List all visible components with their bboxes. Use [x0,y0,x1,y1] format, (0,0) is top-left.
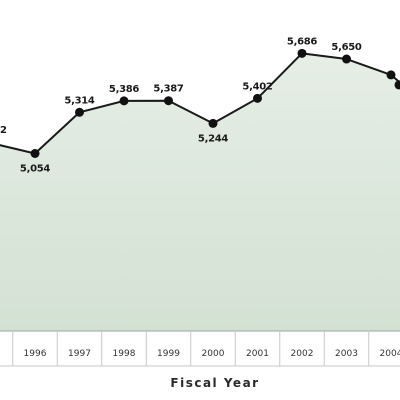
area-fill [0,53,400,331]
data-label: 2 [0,125,7,136]
data-label: 5,402 [242,81,272,92]
data-label: 5,244 [198,133,228,144]
data-point-marker [208,118,218,128]
data-label: 5,386 [109,84,139,95]
x-tick-label: 1999 [157,349,180,359]
data-point-marker [30,149,40,158]
data-point-marker [119,96,129,106]
data-label: 5,686 [287,36,317,47]
data-label: 5,650 [331,42,361,53]
data-labels: 2 5,054 5,314 5,386 5,387 5,244 5,402 5,686 5,65… [0,36,362,174]
tick-dividers [12,331,370,366]
data-point-marker [342,54,351,64]
x-tick-label: 1998 [113,349,136,359]
x-axis-title: Fiscal Year [170,376,259,390]
data-points [30,48,400,158]
x-tick-label: 2002 [291,349,314,359]
x-tick-label: 1997 [68,349,91,359]
x-tick-label: 1996 [24,349,47,359]
data-point-marker [394,80,400,90]
data-label: 5,054 [20,164,50,175]
data-point-marker [75,107,84,117]
data-point-marker [297,48,307,58]
x-tick-labels: 1996 1997 1998 1999 2000 2001 2002 2003 2004 [24,349,400,359]
x-tick-label: 2004 [380,349,400,359]
data-point-marker [253,93,262,103]
x-tick-label: 2000 [202,349,225,359]
x-tick-label: 2001 [246,349,269,359]
x-tick-label: 2003 [335,349,358,359]
data-label: 5,314 [64,95,94,106]
data-point-marker [386,70,396,80]
data-point-marker [164,96,173,106]
data-label: 5,387 [153,84,183,95]
